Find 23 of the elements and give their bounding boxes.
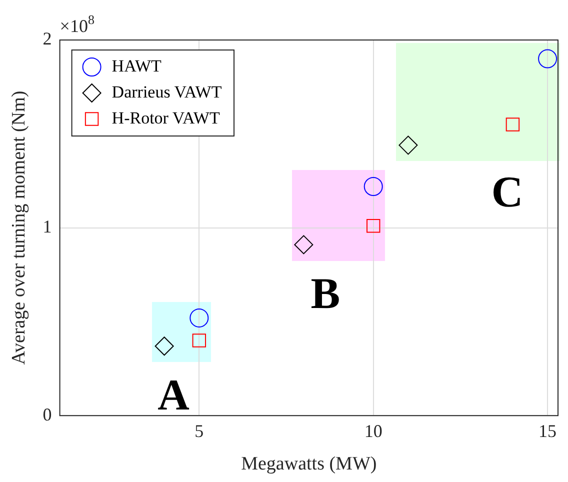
point (506, 118, 520, 132)
point (364, 176, 383, 196)
point (366, 219, 380, 233)
x-tick-label: 10 (364, 421, 382, 442)
y-axis-title: Average over turning moment (Nm) (8, 90, 30, 365)
annotation: B (310, 269, 340, 318)
legend-label: Darrieus VAWT (112, 82, 222, 102)
y-tick-label: 2 (42, 28, 52, 49)
y-tick-label: 1 (42, 216, 52, 237)
x-axis-title: Megawatts (MW) (241, 454, 377, 475)
x-tick-label: 15 (538, 421, 557, 442)
point (398, 136, 418, 155)
point (192, 334, 206, 348)
point (538, 49, 558, 68)
legend-label: H-Rotor VAWT (112, 108, 220, 128)
y-tick-label: 0 (42, 404, 52, 424)
point (154, 336, 174, 356)
x-tick-label: 5 (194, 421, 204, 442)
annotation: A (158, 370, 190, 420)
annotation: C (491, 168, 524, 217)
point (190, 308, 209, 328)
legend-label: HAWT (112, 56, 162, 76)
point (294, 235, 314, 254)
